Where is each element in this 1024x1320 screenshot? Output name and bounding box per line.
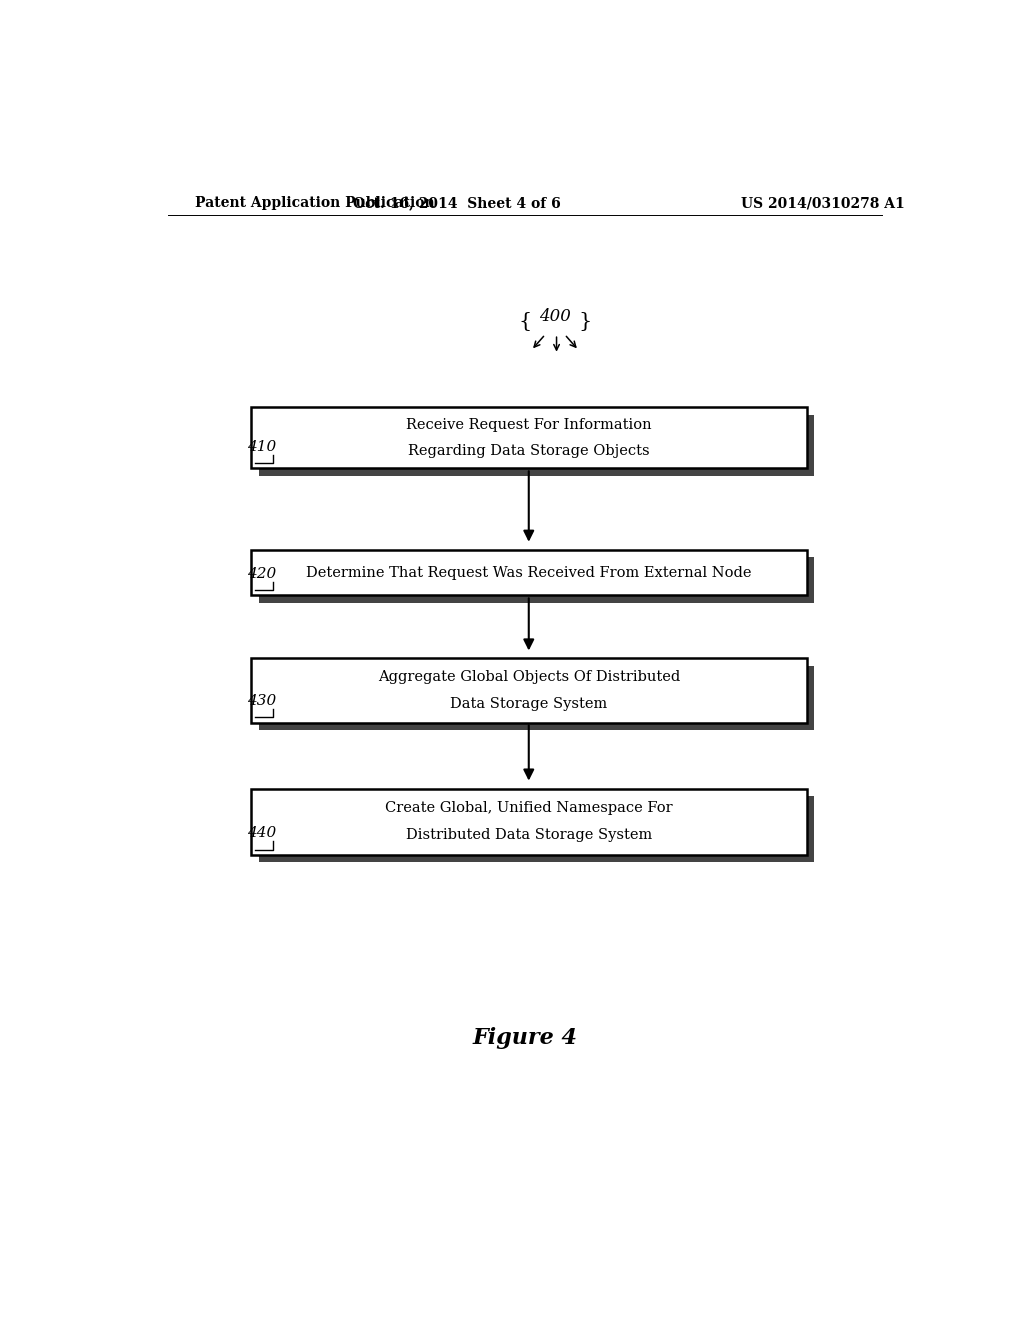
FancyBboxPatch shape: [259, 796, 814, 862]
Text: Oct. 16, 2014  Sheet 4 of 6: Oct. 16, 2014 Sheet 4 of 6: [353, 197, 561, 210]
Text: Regarding Data Storage Objects: Regarding Data Storage Objects: [408, 444, 649, 458]
FancyBboxPatch shape: [259, 557, 814, 602]
Text: {: {: [518, 312, 531, 330]
FancyBboxPatch shape: [251, 408, 807, 469]
Text: Distributed Data Storage System: Distributed Data Storage System: [406, 828, 652, 842]
FancyBboxPatch shape: [251, 659, 807, 722]
Text: Patent Application Publication: Patent Application Publication: [196, 197, 435, 210]
FancyBboxPatch shape: [251, 788, 807, 854]
Text: Figure 4: Figure 4: [472, 1027, 578, 1048]
FancyBboxPatch shape: [251, 549, 807, 595]
Text: 430: 430: [247, 694, 276, 709]
FancyBboxPatch shape: [259, 414, 814, 475]
Text: }: }: [579, 312, 592, 330]
Text: US 2014/0310278 A1: US 2014/0310278 A1: [740, 197, 904, 210]
Text: Create Global, Unified Namespace For: Create Global, Unified Namespace For: [385, 801, 673, 816]
Text: Receive Request For Information: Receive Request For Information: [406, 417, 651, 432]
Text: Data Storage System: Data Storage System: [451, 697, 607, 710]
FancyBboxPatch shape: [259, 665, 814, 730]
Text: Determine That Request Was Received From External Node: Determine That Request Was Received From…: [306, 565, 752, 579]
Text: Aggregate Global Objects Of Distributed: Aggregate Global Objects Of Distributed: [378, 671, 680, 684]
Text: 420: 420: [247, 568, 276, 581]
Text: 400: 400: [539, 309, 571, 326]
Text: 410: 410: [247, 440, 276, 454]
Text: 440: 440: [247, 826, 276, 841]
